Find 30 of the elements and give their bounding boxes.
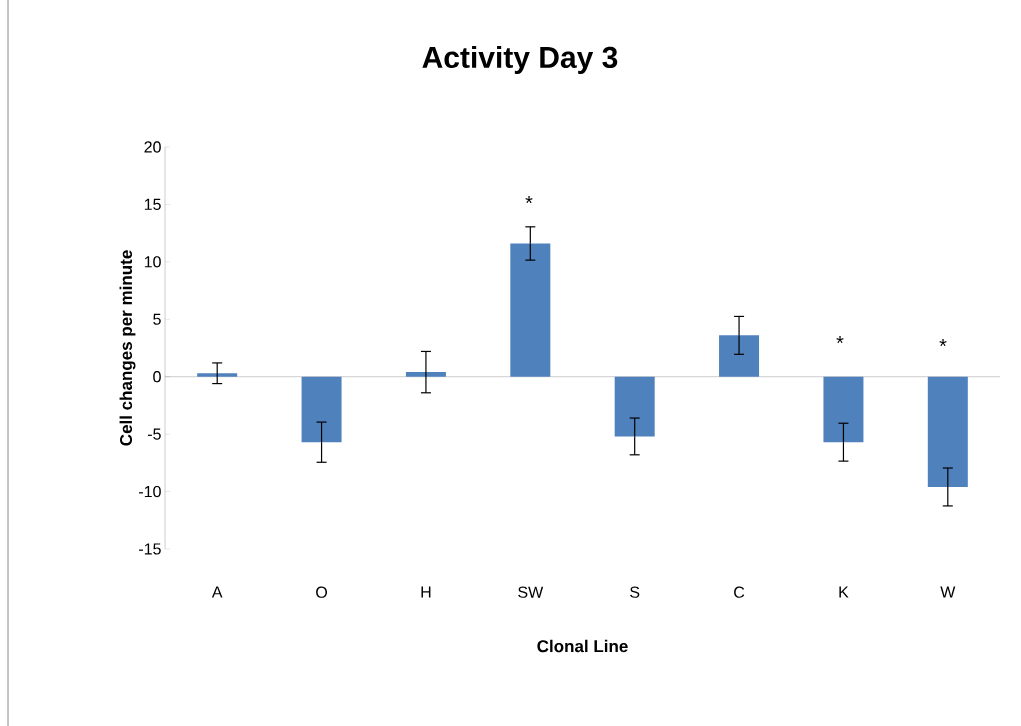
y-tick-label: -10: [139, 485, 161, 498]
y-axis-title: Cell changes per minute: [119, 250, 136, 446]
bar: [614, 376, 655, 437]
x-tick-label: SW: [518, 586, 544, 598]
bar: [301, 376, 342, 443]
x-tick-label: C: [734, 586, 745, 598]
bar: [510, 243, 551, 377]
y-tick-label: 0: [153, 371, 161, 383]
bar: [927, 376, 968, 487]
y-tick-label: -5: [147, 428, 161, 440]
annotation: *: [939, 339, 947, 347]
annotation: *: [525, 196, 533, 204]
y-tick-label: 10: [144, 256, 161, 268]
x-tick-label: H: [421, 586, 431, 598]
bar: [719, 335, 760, 377]
bar: [405, 372, 446, 377]
x-tick-label: A: [211, 586, 223, 598]
bar: [823, 376, 864, 443]
x-tick-label: S: [630, 586, 640, 598]
y-tick-label: 5: [153, 313, 161, 325]
x-tick-label: W: [940, 586, 956, 598]
bar: [197, 373, 238, 377]
y-tick-label: 20: [144, 141, 161, 153]
x-axis-title: Clonal Line: [537, 639, 628, 653]
chart-title: Activity Day 3: [422, 46, 618, 74]
y-tick-label: -15: [139, 543, 161, 555]
x-tick-label: K: [839, 586, 849, 598]
annotation: *: [836, 336, 844, 344]
y-tick-label: 15: [144, 198, 161, 211]
x-tick-label: O: [316, 586, 328, 598]
